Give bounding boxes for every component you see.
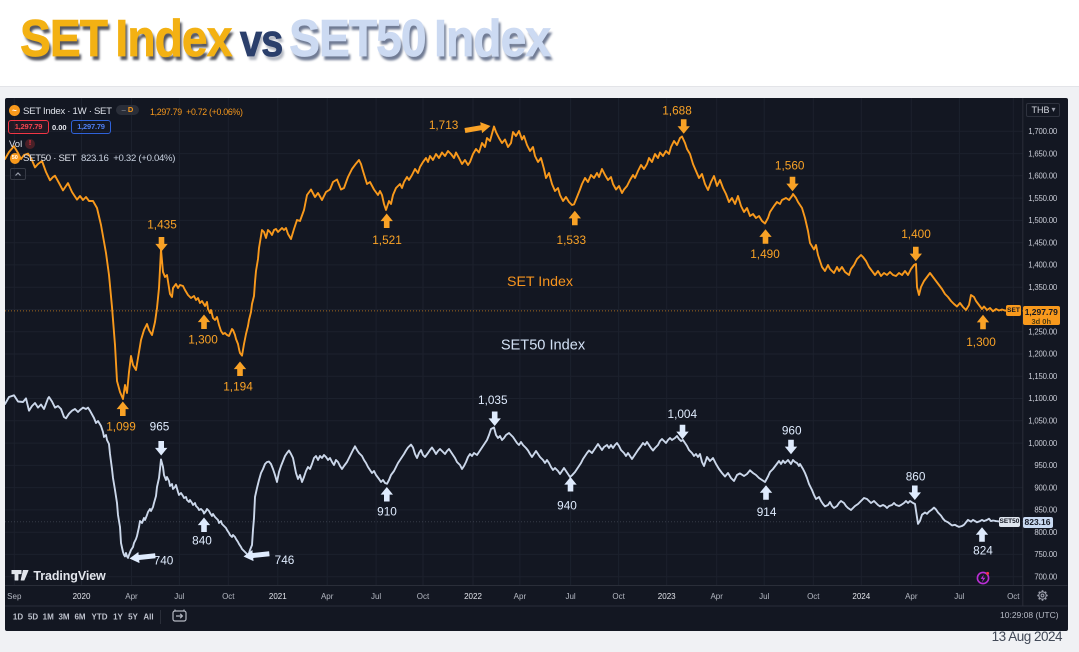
svg-text:Jul: Jul [759, 592, 769, 601]
svg-text:900.00: 900.00 [1034, 483, 1058, 492]
svg-text:Jul: Jul [565, 592, 575, 601]
svg-text:850.00: 850.00 [1034, 506, 1058, 515]
svg-text:1,650.00: 1,650.00 [1028, 149, 1058, 158]
svg-text:3M: 3M [58, 613, 69, 622]
svg-text:Oct: Oct [222, 592, 235, 601]
svg-text:1,100.00: 1,100.00 [1028, 394, 1058, 403]
svg-text:860: 860 [906, 470, 926, 484]
svg-text:1,250.00: 1,250.00 [1028, 327, 1058, 336]
svg-text:1M: 1M [43, 613, 54, 622]
svg-text:1Y: 1Y [113, 613, 123, 622]
svg-text:1D: 1D [13, 613, 23, 622]
svg-text:914: 914 [757, 505, 777, 519]
svg-text:2020: 2020 [73, 592, 91, 601]
svg-text:All: All [143, 613, 153, 622]
svg-text:1,050.00: 1,050.00 [1028, 417, 1058, 426]
svg-text:1,200.00: 1,200.00 [1028, 350, 1058, 359]
svg-text:6M: 6M [74, 613, 85, 622]
svg-text:1,194: 1,194 [223, 380, 253, 394]
svg-text:Apr: Apr [321, 592, 334, 601]
svg-text:SET50 Index: SET50 Index [501, 337, 586, 353]
svg-text:Jul: Jul [371, 592, 381, 601]
svg-text:Oct: Oct [1007, 592, 1020, 601]
svg-text:740: 740 [154, 554, 174, 568]
svg-text:950.00: 950.00 [1034, 461, 1058, 470]
svg-text:Oct: Oct [417, 592, 430, 601]
svg-text:1,300: 1,300 [188, 333, 218, 347]
svg-text:2021: 2021 [269, 592, 287, 601]
svg-text:1,435: 1,435 [147, 218, 177, 232]
svg-text:700.00: 700.00 [1034, 572, 1058, 581]
svg-text:1,150.00: 1,150.00 [1028, 372, 1058, 381]
svg-text:2022: 2022 [464, 592, 482, 601]
svg-text:2023: 2023 [658, 592, 676, 601]
svg-text:1,350.00: 1,350.00 [1028, 283, 1058, 292]
svg-text:960: 960 [782, 424, 802, 438]
svg-text:824: 824 [973, 544, 993, 558]
svg-text:1,400.00: 1,400.00 [1028, 261, 1058, 270]
svg-text:1,688: 1,688 [662, 103, 692, 117]
svg-text:Apr: Apr [905, 592, 918, 601]
svg-text:750.00: 750.00 [1034, 550, 1058, 559]
svg-text:840: 840 [192, 533, 212, 547]
svg-text:Apr: Apr [125, 592, 138, 601]
svg-text:Jul: Jul [954, 592, 964, 601]
svg-text:1,300: 1,300 [966, 335, 996, 349]
svg-text:1,035: 1,035 [478, 393, 508, 407]
svg-text:5Y: 5Y [128, 613, 138, 622]
svg-text:YTD: YTD [92, 613, 108, 622]
svg-text:Apr: Apr [514, 592, 527, 601]
svg-text:Oct: Oct [807, 592, 820, 601]
svg-text:1,533: 1,533 [557, 233, 587, 247]
svg-text:2024: 2024 [852, 592, 870, 601]
svg-text:5D: 5D [28, 613, 38, 622]
svg-text:1,713: 1,713 [429, 118, 459, 132]
svg-text:Oct: Oct [612, 592, 625, 601]
svg-text:1,004: 1,004 [668, 407, 698, 421]
svg-text:940: 940 [557, 498, 577, 512]
svg-text:1,490: 1,490 [750, 247, 780, 261]
svg-text:1,521: 1,521 [372, 233, 402, 247]
svg-text:746: 746 [275, 553, 295, 567]
svg-text:SET Index: SET Index [507, 274, 573, 290]
svg-text:1,550.00: 1,550.00 [1028, 194, 1058, 203]
svg-text:1,500.00: 1,500.00 [1028, 216, 1058, 225]
svg-text:1,450.00: 1,450.00 [1028, 238, 1058, 247]
svg-text:1,700.00: 1,700.00 [1028, 127, 1058, 136]
svg-text:1,400: 1,400 [901, 227, 931, 241]
svg-text:1,600.00: 1,600.00 [1028, 172, 1058, 181]
svg-text:1,099: 1,099 [106, 420, 136, 434]
svg-text:Sep: Sep [7, 592, 22, 601]
svg-text:Jul: Jul [174, 592, 184, 601]
svg-text:800.00: 800.00 [1034, 528, 1058, 537]
svg-text:910: 910 [377, 505, 397, 519]
svg-text:Apr: Apr [710, 592, 723, 601]
svg-text:1,560: 1,560 [775, 158, 805, 172]
svg-text:1,000.00: 1,000.00 [1028, 439, 1058, 448]
svg-text:965: 965 [150, 419, 170, 433]
